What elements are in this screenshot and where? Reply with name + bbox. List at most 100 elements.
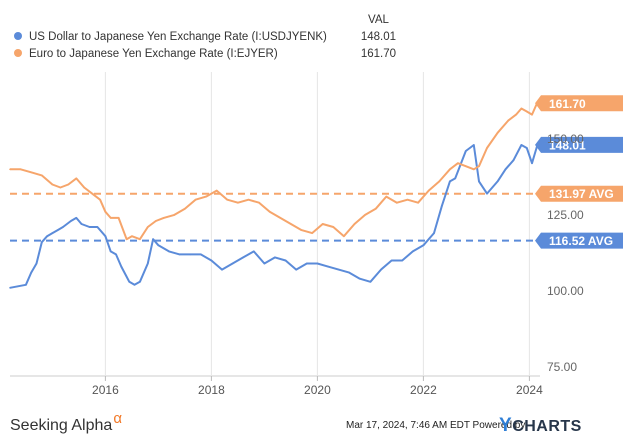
series-point-0 bbox=[200, 253, 202, 256]
series-point-0 bbox=[109, 250, 112, 253]
series-point-0 bbox=[465, 150, 467, 152]
series-point-0 bbox=[441, 205, 443, 207]
value-tags: 148.01 116.52 AVG 161.70 131.97 AVG bbox=[535, 95, 623, 249]
series-point-0 bbox=[422, 244, 425, 247]
seeking-alpha-wordmark: Seeking Alpha bbox=[10, 417, 113, 434]
series-line-0 bbox=[9, 143, 541, 289]
series-point-0 bbox=[178, 253, 181, 256]
series-point-0 bbox=[454, 177, 457, 180]
series-point-1 bbox=[125, 238, 128, 240]
series-point-0 bbox=[359, 277, 361, 280]
series-point-0 bbox=[96, 226, 99, 228]
series-point-0 bbox=[221, 268, 223, 271]
series-point-0 bbox=[316, 262, 319, 265]
series-point-1 bbox=[279, 217, 282, 219]
series-point-0 bbox=[274, 256, 276, 259]
last-value-tag-0-bg bbox=[535, 136, 623, 153]
avg-value-tag-1-label: 131.97 AVG bbox=[549, 187, 614, 201]
series-point-1 bbox=[396, 201, 398, 204]
series-point-0 bbox=[390, 259, 393, 262]
legend-value-eur-jpy: 161.70 bbox=[360, 48, 396, 60]
series-point-1 bbox=[478, 165, 480, 167]
series-point-1 bbox=[515, 113, 517, 116]
series-point-1 bbox=[449, 168, 451, 171]
series-point-0 bbox=[263, 262, 266, 265]
series-point-0 bbox=[35, 262, 38, 265]
series-point-1 bbox=[237, 201, 239, 204]
series-point-1 bbox=[457, 162, 459, 164]
series-point-1 bbox=[385, 195, 388, 198]
series-point-1 bbox=[520, 107, 523, 110]
series-point-0 bbox=[512, 159, 515, 161]
series-point-0 bbox=[433, 232, 435, 234]
series-point-1 bbox=[321, 223, 324, 225]
x-tick-label: 2020 bbox=[304, 383, 331, 397]
average-lines bbox=[10, 192, 540, 242]
series-point-0 bbox=[128, 281, 131, 283]
legend-dot-usd-jpy bbox=[14, 32, 22, 40]
series-point-0 bbox=[210, 259, 213, 262]
series-point-1 bbox=[139, 238, 141, 240]
series-point-0 bbox=[242, 256, 244, 259]
series-point-0 bbox=[46, 235, 48, 237]
series-point-0 bbox=[56, 229, 59, 231]
series-point-0 bbox=[41, 241, 43, 243]
series-point-1 bbox=[215, 189, 218, 192]
series-point-1 bbox=[226, 198, 229, 201]
series-point-0 bbox=[25, 284, 27, 286]
series-point-1 bbox=[75, 177, 78, 180]
series-point-1 bbox=[67, 183, 70, 186]
y-tick-label: 75.00 bbox=[547, 360, 577, 374]
alpha-icon: α bbox=[113, 410, 122, 427]
legend-label-eur-jpy: Euro to Japanese Yen Exchange Rate (I:EJ… bbox=[29, 48, 278, 60]
series-point-1 bbox=[99, 198, 101, 201]
series-point-1 bbox=[155, 220, 157, 222]
series-point-1 bbox=[406, 198, 409, 201]
series-point-1 bbox=[83, 186, 85, 189]
legend-item-eur-jpy[interactable]: Euro to Japanese Yen Exchange Rate (I:EJ… bbox=[14, 48, 278, 60]
gridlines bbox=[10, 72, 540, 381]
series-point-1 bbox=[507, 119, 510, 122]
series-point-0 bbox=[496, 180, 499, 183]
series-line-1 bbox=[10, 101, 541, 241]
series-lines bbox=[9, 101, 541, 289]
legend-value-header: VAL bbox=[368, 14, 389, 26]
series-point-0 bbox=[152, 238, 154, 240]
series-point-0 bbox=[306, 262, 308, 265]
series-point-0 bbox=[51, 232, 54, 234]
series-point-1 bbox=[332, 226, 335, 228]
last-value-tag-0-label: 148.01 bbox=[549, 138, 586, 152]
series-point-1 bbox=[51, 183, 54, 186]
series-point-1 bbox=[374, 208, 377, 210]
series-point-1 bbox=[531, 113, 533, 116]
series-point-0 bbox=[189, 253, 191, 256]
series-point-0 bbox=[168, 250, 170, 253]
series-point-0 bbox=[295, 268, 298, 271]
series-point-1 bbox=[465, 165, 467, 167]
x-tick-label: 2016 bbox=[92, 383, 119, 397]
y-tick-label: 150.00 bbox=[547, 132, 584, 146]
series-point-1 bbox=[91, 192, 93, 195]
series-point-0 bbox=[9, 287, 11, 289]
series-point-1 bbox=[19, 168, 22, 171]
series-point-1 bbox=[41, 174, 43, 177]
series-point-1 bbox=[59, 186, 62, 189]
series-point-0 bbox=[157, 244, 160, 247]
series-point-0 bbox=[75, 217, 78, 219]
ycharts-logo[interactable]: YCHARTS bbox=[499, 415, 582, 437]
avg-value-tag-0-label: 116.52 AVG bbox=[549, 234, 613, 248]
legend-item-usd-jpy[interactable]: US Dollar to Japanese Yen Exchange Rate … bbox=[14, 31, 327, 43]
series-point-1 bbox=[427, 189, 430, 192]
series-point-0 bbox=[133, 284, 136, 286]
series-point-1 bbox=[117, 217, 120, 219]
series-point-0 bbox=[369, 281, 372, 283]
legend-value-usd-jpy: 148.01 bbox=[360, 31, 396, 43]
seeking-alpha-logo[interactable]: Seeking Alphaα bbox=[10, 410, 122, 435]
x-tick-label: 2022 bbox=[410, 383, 437, 397]
series-point-0 bbox=[115, 253, 117, 256]
series-point-0 bbox=[80, 223, 83, 225]
y-tick-label: 125.00 bbox=[547, 208, 584, 222]
series-point-1 bbox=[364, 214, 366, 216]
series-point-0 bbox=[449, 180, 451, 183]
series-point-1 bbox=[486, 147, 488, 149]
